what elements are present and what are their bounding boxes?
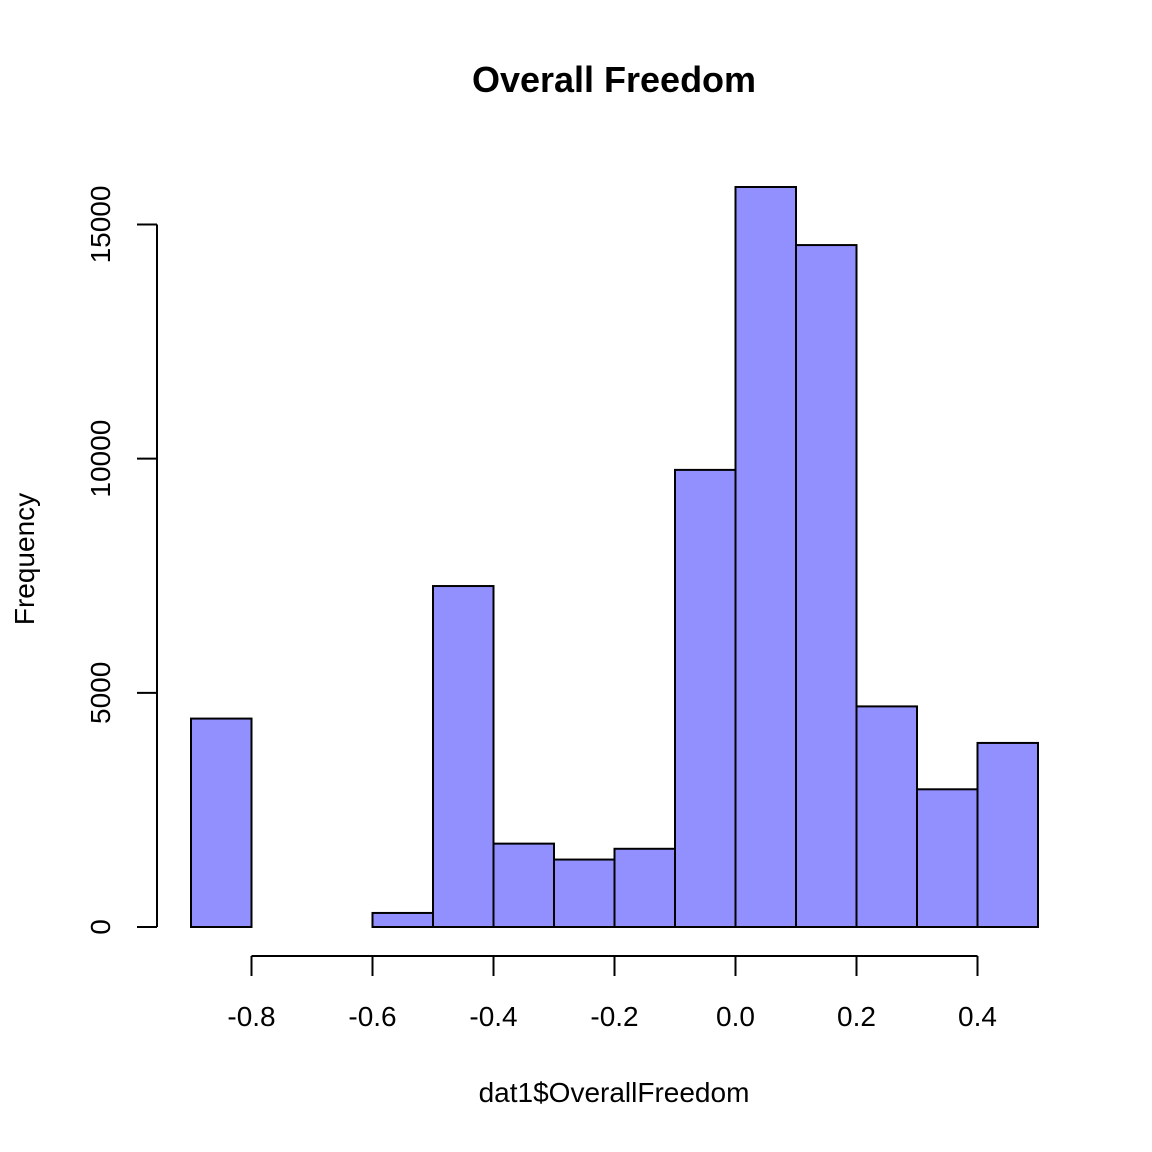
x-tick-label: -0.4 <box>469 1001 517 1032</box>
y-tick-label: 5000 <box>85 662 116 724</box>
histogram-bar <box>976 741 1039 928</box>
histogram-bar <box>432 585 495 928</box>
y-axis: 0 5000 10000 15000 <box>85 186 158 935</box>
x-tick-label: 0.4 <box>958 1001 997 1032</box>
x-tick-label: 0.2 <box>837 1001 876 1032</box>
x-tick-label: 0.0 <box>716 1001 755 1032</box>
bars-group <box>190 186 1039 929</box>
y-tick-label: 15000 <box>85 186 116 264</box>
chart-title: Overall Freedom <box>472 59 756 100</box>
histogram-bar <box>916 788 979 928</box>
x-axis-label: dat1$OverallFreedom <box>479 1077 750 1108</box>
y-tick-label: 0 <box>85 919 116 935</box>
histogram-bar <box>190 717 253 928</box>
x-tick-label: -0.2 <box>590 1001 638 1032</box>
y-axis-label: Frequency <box>9 493 40 625</box>
x-tick-label: -0.6 <box>348 1001 396 1032</box>
histogram-bar <box>371 911 434 928</box>
histogram-bar <box>855 705 918 929</box>
histogram-bar <box>553 858 616 928</box>
y-tick-label: 10000 <box>85 420 116 498</box>
histogram-bar <box>674 468 737 928</box>
histogram-bar <box>734 186 797 928</box>
histogram-bar <box>613 847 676 928</box>
x-tick-label: -0.8 <box>227 1001 275 1032</box>
x-axis: -0.8 -0.6 -0.4 -0.2 0.0 0.2 0.4 <box>227 955 997 1032</box>
histogram-bar <box>795 244 858 929</box>
histogram-bar <box>492 842 555 929</box>
